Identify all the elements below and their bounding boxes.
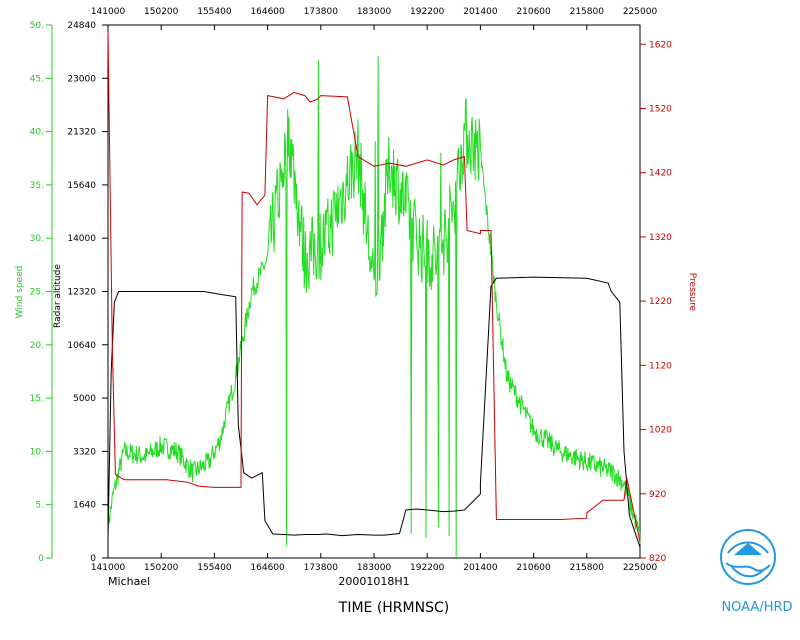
x-tick-label-bottom: 192200: [410, 563, 445, 573]
x-tick-label-bottom: 173800: [304, 563, 339, 573]
wind-tick-label: 40.: [30, 128, 44, 138]
x-tick-label-bottom: 141000: [91, 563, 126, 573]
altitude-tick-label: 3320: [73, 447, 96, 457]
pressure-tick-label: 920: [649, 490, 666, 500]
pressure-axis: 820 920 1020 1120 1220 1320 1420 1520 1620: [640, 40, 672, 564]
noaa-logo: [720, 529, 776, 585]
altitude-tick-label: 5000: [73, 394, 96, 404]
wind-tick-label: 45.: [30, 74, 44, 84]
x-tick-label-top: 201400: [463, 7, 498, 17]
x-tick-label-top: 210600: [516, 7, 551, 17]
altitude-axis-title: Radar altitude: [53, 264, 63, 328]
x-tick-label-bottom: 164600: [250, 563, 285, 573]
pressure-tick-label: 1120: [649, 361, 672, 371]
storm-name-label: Michael: [108, 575, 150, 588]
wind-tick-label: 50.: [30, 21, 44, 31]
wind-tick-label: 5.: [35, 501, 44, 511]
x-tick-label-top: 173800: [304, 7, 339, 17]
pressure-tick-label: 1520: [649, 104, 672, 114]
agency-label: NOAA/HRD: [721, 600, 792, 615]
x-tick-label-top: 150200: [144, 7, 179, 17]
altitude-tick-label: 21320: [67, 128, 96, 138]
x-tick-label-bottom: 210600: [516, 563, 551, 573]
series-line-radar-altitude: [107, 276, 641, 548]
x-tick-label-bottom: 215800: [570, 563, 605, 573]
x-tick-label-bottom: 150200: [144, 563, 179, 573]
x-tick-label-top: 155400: [197, 7, 232, 17]
wind-tick-label: 30.: [30, 234, 44, 244]
x-tick-label-bottom: 201400: [463, 563, 498, 573]
altitude-tick-label: 1640: [73, 501, 96, 511]
radar-altitude-axis: 0 1640 3320 5000 10640 12320 14000 15640 21320 23…: [67, 21, 108, 564]
pressure-tick-label: 1320: [649, 233, 672, 243]
series-layer: [107, 31, 641, 557]
wind-axis-title: Wind speed: [15, 266, 25, 319]
x-tick-label-bottom: 225000: [623, 563, 658, 573]
altitude-tick-label: 10640: [67, 341, 96, 351]
series-line-wind-speed: [107, 55, 641, 557]
pressure-tick-label: 1220: [649, 297, 672, 307]
x-tick-label-bottom: 155400: [197, 563, 232, 573]
pressure-tick-label: 1420: [649, 169, 672, 179]
wind-tick-label: 20.: [30, 341, 44, 351]
altitude-tick-label: 0: [90, 554, 96, 564]
wind-tick-label: 35.: [30, 181, 44, 191]
altitude-tick-label: 24840: [67, 21, 96, 31]
x-tick-label-top: 192200: [410, 7, 445, 17]
time-axis-bottom: 141000 150200 155400 164600 173800 183000 1922…: [91, 553, 658, 573]
pressure-axis-title: Pressure: [687, 273, 697, 312]
x-axis-title: TIME (HRMNSC): [338, 600, 449, 616]
altitude-tick-label: 12320: [67, 288, 96, 298]
x-tick-label-top: 225000: [623, 7, 658, 17]
x-tick-label-top: 164600: [250, 7, 285, 17]
wind-speed-axis: 0 5. 10. 15. 20. 25. 30. 35. 40. 45. 50.: [30, 21, 53, 564]
altitude-tick-label: 15640: [67, 181, 96, 191]
time-axis-top: 141000 150200 155400 164600 173800 183000 1922…: [91, 7, 658, 30]
x-tick-label-bottom: 183000: [357, 563, 392, 573]
pressure-tick-label: 1020: [649, 426, 672, 436]
x-tick-label-top: 141000: [91, 7, 126, 17]
wind-tick-label: 10.: [30, 447, 44, 457]
pressure-tick-label: 820: [649, 554, 666, 564]
x-tick-label-top: 183000: [357, 7, 392, 17]
altitude-tick-label: 14000: [67, 234, 96, 244]
wind-tick-label: 15.: [30, 394, 44, 404]
wind-tick-label: 25.: [30, 288, 44, 298]
series-line-pressure: [107, 31, 641, 543]
wind-tick-label: 0: [38, 554, 44, 564]
date-label: 20001018H1: [338, 575, 409, 588]
pressure-tick-label: 1620: [649, 40, 672, 50]
altitude-tick-label: 23000: [67, 74, 96, 84]
x-tick-label-top: 215800: [570, 7, 605, 17]
